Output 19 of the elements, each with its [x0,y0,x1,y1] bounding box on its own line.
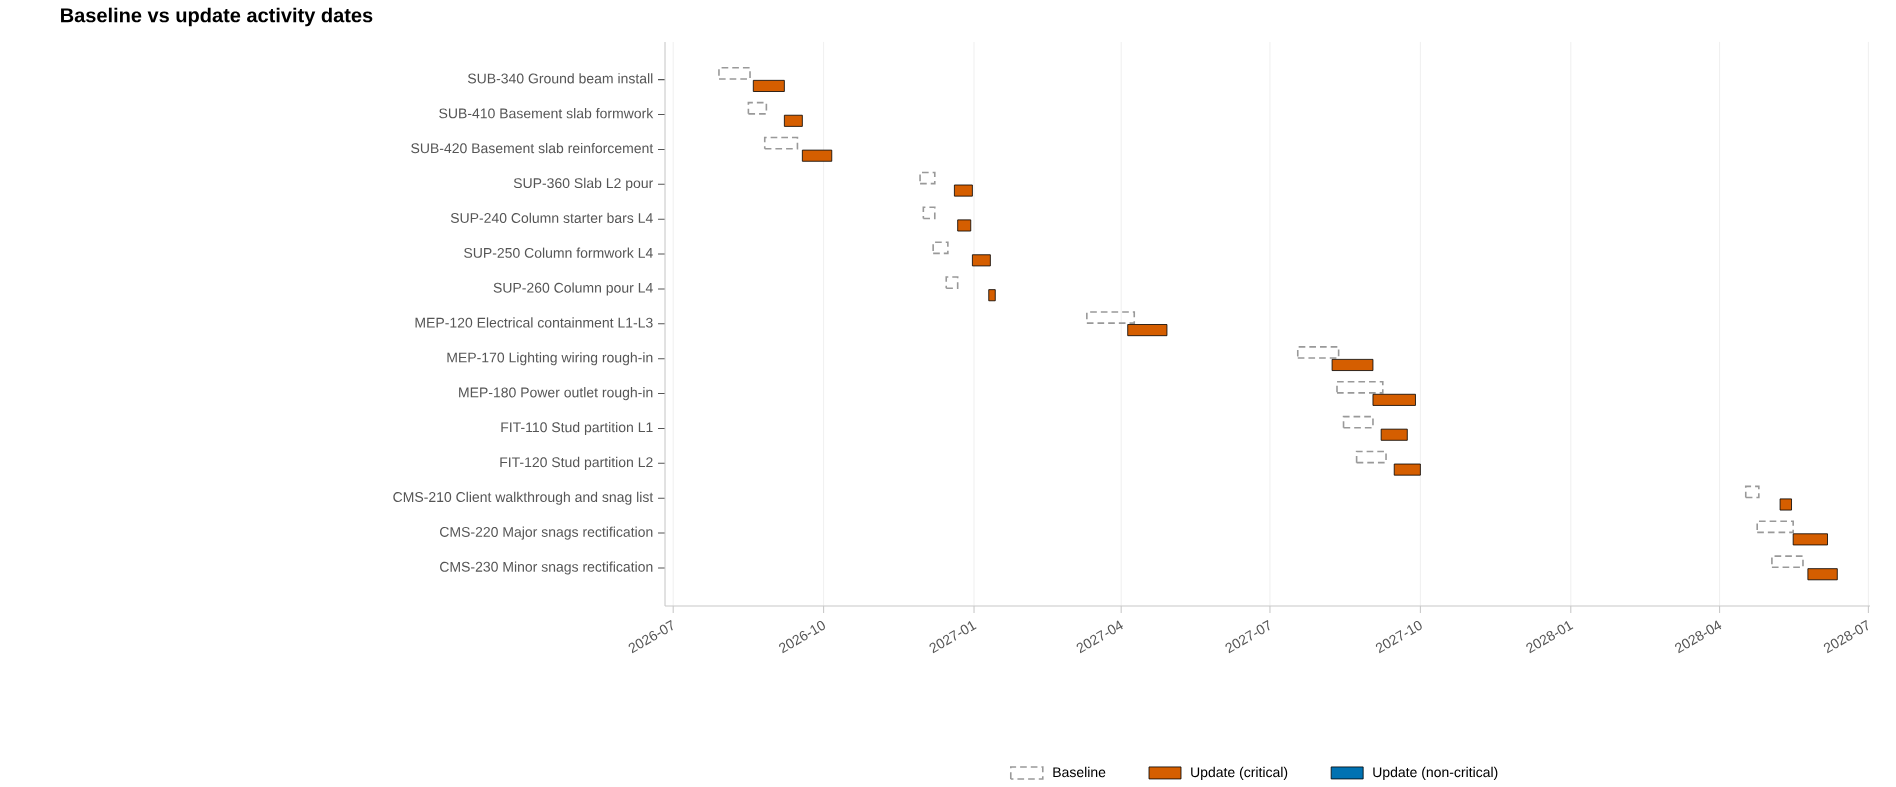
text: Baseline vs update activity dates [61,7,373,27]
y-tick-label: FIT-120 Stud partition L2 [500,456,653,470]
y-tick-label: SUP-260 Column pour L4 [493,282,653,296]
y-tick-label: SUP-250 Column formwork L4 [464,247,653,258]
y-tick-label: MEP-120 Electrical containment L1-L3 [415,317,653,328]
y-tick-label: CMS-210 Client walkthrough and snag list [393,491,654,505]
legend-label: Baseline [1053,766,1106,778]
y-tick-label: SUB-410 Basement slab formwork [439,108,654,119]
y-tick-label: SUB-420 Basement slab reinforcement [411,142,654,154]
legend-label: Update (critical) [1191,766,1288,780]
y-tick-label: SUP-360 Slab L2 pour [513,177,654,191]
y-tick-label: CMS-230 Minor snags rectification [440,561,653,575]
y-tick-label: FIT-110 Stud partition L1 [501,421,653,436]
y-tick-label: MEP-180 Power outlet rough-in [459,387,653,401]
y-tick-label: CMS-220 Major snags rectification [440,526,653,540]
legend-label: Update (non-critical) [1373,766,1498,780]
y-tick-label: MEP-170 Lighting wiring rough-in [447,352,653,366]
y-tick-label: SUB-340 Ground beam install [467,73,653,84]
y-tick-label: SUP-240 Column starter bars L4 [450,212,653,223]
